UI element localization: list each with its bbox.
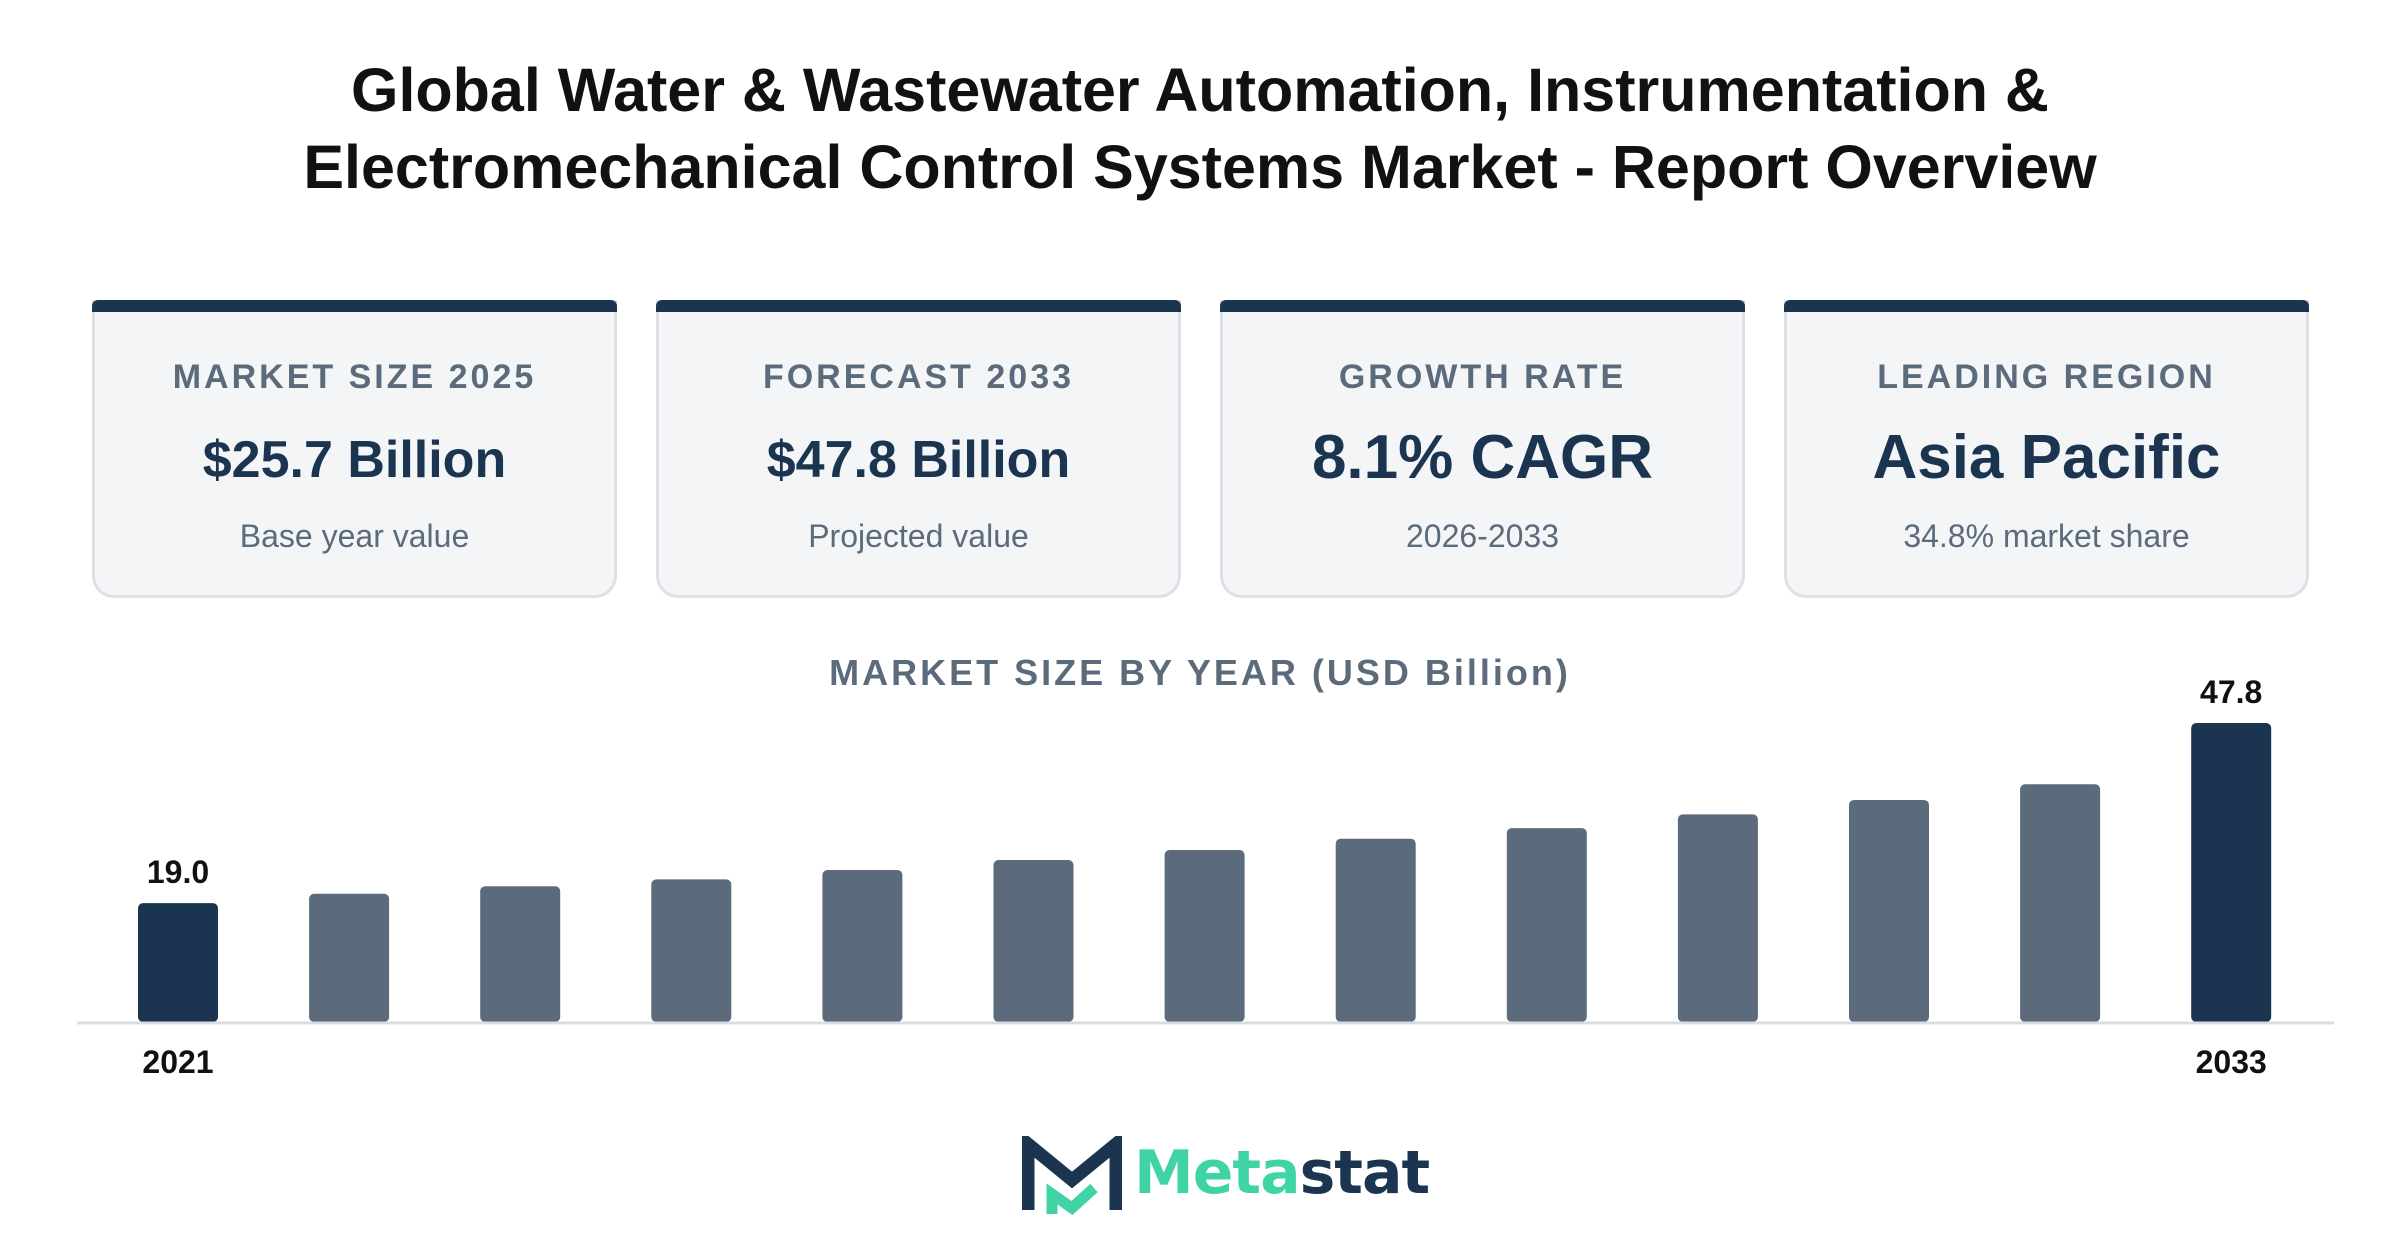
card-subtext: Projected value: [808, 518, 1029, 554]
tick-label-2033: 2033: [2196, 1044, 2267, 1080]
card-market-size: MARKET SIZE 2025 $25.7 Billion Base year…: [92, 300, 617, 598]
bar-2026: [993, 859, 1074, 1022]
card-growth-rate: GROWTH RATE 8.1% CAGR 2026-2033: [1220, 300, 1745, 598]
metastat-logo-mark: [1021, 1130, 1123, 1216]
card-label: MARKET SIZE 2025: [172, 358, 537, 396]
logo-wordmark: Metastat: [1134, 1138, 1431, 1208]
card-label: FORECAST 2033: [762, 358, 1075, 396]
card-subtext: Base year value: [239, 518, 470, 554]
tick-label-2021: 2021: [142, 1044, 213, 1080]
bar-2030: [1677, 814, 1758, 1022]
bar-2023: [480, 886, 561, 1022]
chart-labels: 19.0 2021 47.8 2033: [142, 674, 2266, 1080]
logo-text-meta: Meta: [1134, 1138, 1301, 1208]
logo-text-stat: stat: [1299, 1138, 1431, 1208]
card-label: LEADING REGION: [1877, 358, 2216, 396]
card-value: $47.8 Billion: [766, 431, 1071, 489]
title-line-1: Global Water & Wastewater Automation, In…: [351, 56, 2049, 124]
bar-2031: [1849, 799, 1929, 1022]
bar-2032: [2020, 784, 2101, 1022]
card-leading-region: LEADING REGION Asia Pacific 34.8% market…: [1784, 300, 2309, 598]
bar-2033: [2191, 723, 2272, 1022]
value-label-2033: 47.8: [2200, 674, 2262, 710]
bar-2028: [1335, 838, 1416, 1022]
stat-cards: MARKET SIZE 2025 $25.7 Billion Base year…: [92, 300, 2309, 604]
card-value: Asia Pacific: [1872, 423, 2221, 492]
bar-2027: [1164, 849, 1245, 1022]
bar-2022: [309, 893, 390, 1022]
metastat-logo: Metastat: [1021, 1130, 1430, 1216]
card-subtext: 2026-2033: [1405, 518, 1560, 554]
card-forecast: FORECAST 2033 $47.8 Billion Projected va…: [656, 300, 1181, 598]
title-line-2: Electromechanical Control Systems Market…: [303, 133, 2097, 201]
chart-bars: [138, 723, 2272, 1022]
page-title: Global Water & Wastewater Automation, In…: [0, 52, 2400, 206]
bar-2025: [822, 869, 903, 1022]
card-value: $25.7 Billion: [202, 431, 507, 489]
card-subtext: 34.8% market share: [1903, 518, 2190, 554]
bar-chart: 19.0 2021 47.8 2033: [77, 674, 2334, 1080]
card-value: 8.1% CAGR: [1311, 423, 1654, 492]
bar-2029: [1506, 828, 1587, 1022]
value-label-2021: 19.0: [147, 854, 209, 890]
bar-2021: [138, 903, 218, 1022]
chart-title: MARKET SIZE BY YEAR (USD Billion): [829, 652, 1571, 693]
bar-2024: [651, 879, 732, 1022]
card-label: GROWTH RATE: [1338, 358, 1627, 396]
